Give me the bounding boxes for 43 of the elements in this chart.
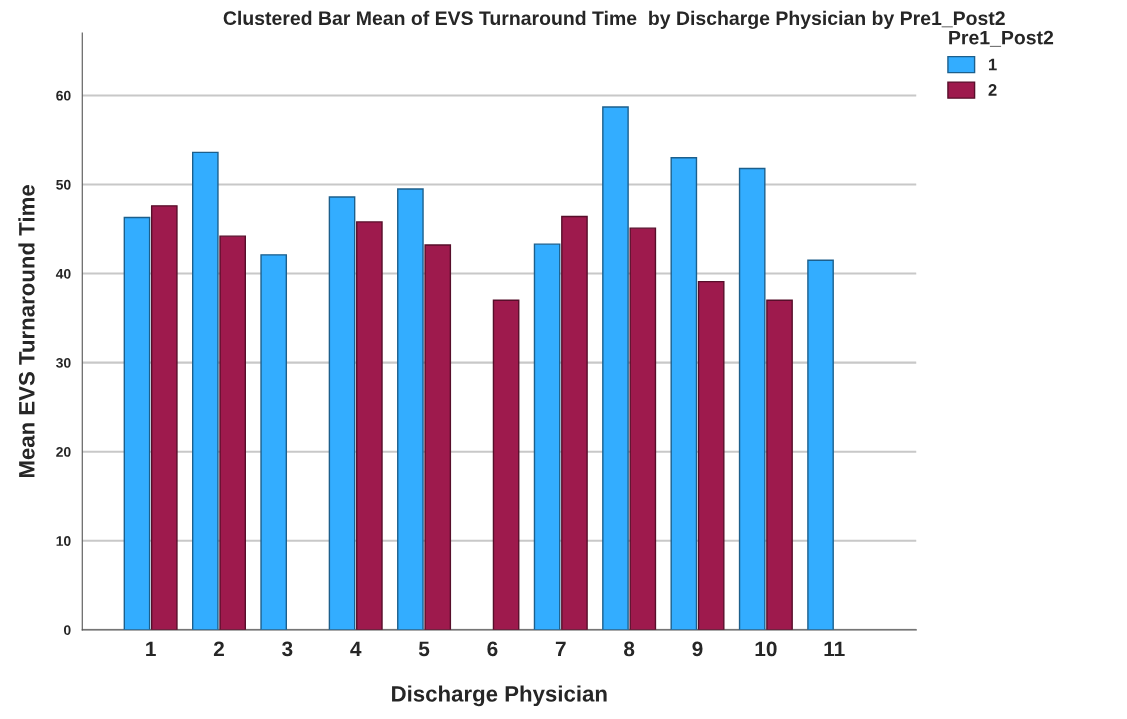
bar <box>670 157 698 630</box>
bar <box>697 280 725 630</box>
y-tick-label: 60 <box>56 90 71 101</box>
x-tick-label: 8 <box>624 641 635 657</box>
x-tick-label: 9 <box>692 641 703 657</box>
bar <box>150 205 178 630</box>
bar <box>561 215 588 630</box>
bar <box>807 259 834 630</box>
legend-title: Pre1_Post2 <box>949 30 1054 47</box>
x-tick-label: 6 <box>487 641 498 657</box>
x-tick-label: 5 <box>418 641 430 657</box>
bar <box>397 188 424 630</box>
y-tick-label: 10 <box>56 536 71 546</box>
y-tick-label: 30 <box>56 357 71 368</box>
x-tick-label: 4 <box>350 641 362 657</box>
bar <box>533 243 561 630</box>
x-axis-title: Discharge Physician <box>392 685 607 707</box>
bar <box>766 299 793 630</box>
bar <box>629 227 657 630</box>
bar <box>738 167 766 630</box>
bar <box>602 106 629 630</box>
bar <box>356 221 383 630</box>
y-axis-title: Mean EVS Turnaround Time <box>18 185 35 478</box>
bar <box>260 254 288 630</box>
y-tick-label: 40 <box>55 268 71 279</box>
bar <box>191 151 219 630</box>
bar <box>219 235 247 630</box>
bar <box>492 299 520 630</box>
x-tick-label: 10 <box>755 641 777 657</box>
bar <box>123 216 151 630</box>
chart-title: Clustered Bar Mean of EVS Turnaround Time by Discharge Physician by Pre1_Post2 <box>223 10 1005 29</box>
x-tick-label: 7 <box>555 641 566 657</box>
x-tick-label: 11 <box>824 641 845 657</box>
y-tick-label: 20 <box>56 447 71 457</box>
bar <box>328 196 356 630</box>
x-tick-label: 2 <box>213 641 224 657</box>
y-tick-label: 0 <box>63 625 71 636</box>
legend-label: 1 <box>988 58 997 71</box>
y-tick-label: 50 <box>56 179 71 190</box>
legend-label: 2 <box>988 84 997 96</box>
x-tick-label: 3 <box>282 641 293 657</box>
x-tick-label: 1 <box>146 641 156 657</box>
bar <box>424 244 452 630</box>
